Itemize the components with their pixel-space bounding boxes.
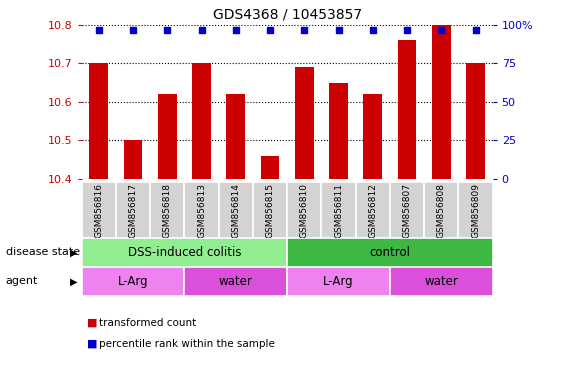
Text: ■: ■ [87,318,98,328]
Text: percentile rank within the sample: percentile rank within the sample [99,339,274,349]
Bar [287,238,493,267]
Text: agent: agent [6,276,38,286]
Bar [150,182,185,238]
Bar [287,182,321,238]
Bar [432,25,450,179]
Text: GSM856816: GSM856816 [94,183,103,238]
Text: transformed count: transformed count [99,318,196,328]
Bar [329,83,348,179]
Bar [390,267,493,296]
Bar [458,182,493,238]
Bar [185,267,287,296]
Bar [287,267,390,296]
Text: GSM856817: GSM856817 [128,183,137,238]
Bar [82,267,185,296]
Bar [363,94,382,179]
Text: GSM856809: GSM856809 [471,183,480,238]
Bar [295,67,314,179]
Bar [397,40,417,179]
Bar [226,94,245,179]
Bar [466,63,485,179]
Bar [82,182,116,238]
Text: GSM856812: GSM856812 [368,183,377,238]
Bar [390,182,424,238]
Text: water: water [425,275,458,288]
Text: DSS-induced colitis: DSS-induced colitis [128,246,241,259]
Text: ▶: ▶ [70,276,78,286]
Title: GDS4368 / 10453857: GDS4368 / 10453857 [213,7,361,21]
Text: GSM856813: GSM856813 [197,183,206,238]
Bar [124,140,142,179]
Text: GSM856815: GSM856815 [266,183,275,238]
Bar [356,182,390,238]
Bar [253,182,287,238]
Text: GSM856814: GSM856814 [231,183,240,238]
Bar [82,238,287,267]
Bar [261,156,279,179]
Bar [192,63,211,179]
Text: ■: ■ [87,339,98,349]
Bar [90,63,108,179]
Bar [158,94,177,179]
Text: GSM856810: GSM856810 [300,183,309,238]
Text: GSM856807: GSM856807 [403,183,412,238]
Bar [116,182,150,238]
Text: ▶: ▶ [70,247,78,258]
Text: L-Arg: L-Arg [118,275,148,288]
Text: disease state: disease state [6,247,80,258]
Bar [185,182,218,238]
Text: water: water [219,275,253,288]
Bar [218,182,253,238]
Text: control: control [369,246,410,259]
Bar [424,182,458,238]
Text: GSM856811: GSM856811 [334,183,343,238]
Bar [321,182,356,238]
Text: GSM856818: GSM856818 [163,183,172,238]
Text: GSM856808: GSM856808 [437,183,446,238]
Text: L-Arg: L-Arg [323,275,354,288]
